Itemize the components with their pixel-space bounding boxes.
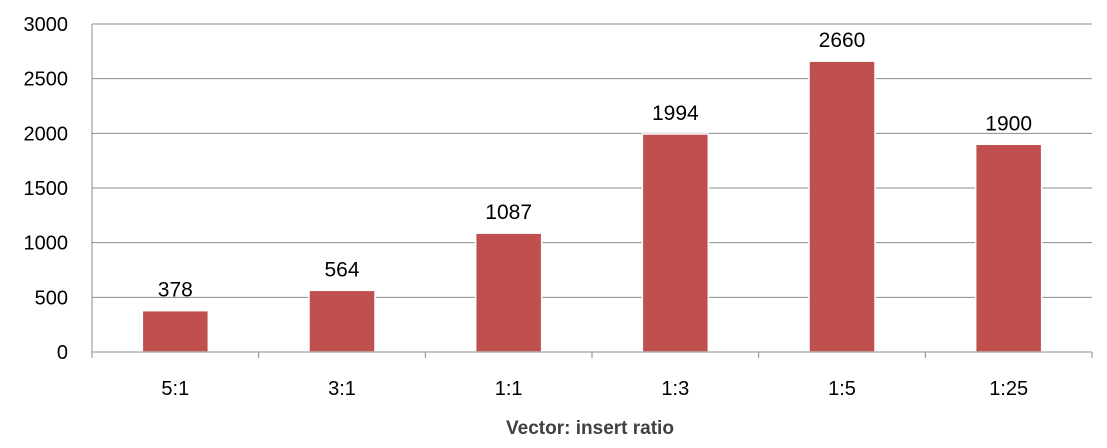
- y-tick-label: 2000: [24, 123, 69, 145]
- bar: [974, 143, 1043, 353]
- x-tick-label: 1:5: [828, 378, 856, 400]
- y-tick-label: 500: [35, 287, 68, 309]
- x-tick-label: 1:1: [495, 378, 523, 400]
- data-label: 1994: [652, 102, 699, 125]
- x-axis: 5:1 3:1 1:1 1:3 1:5 1:25: [91, 351, 1093, 400]
- y-tick-label: 1000: [24, 233, 69, 255]
- y-tick-label: 1500: [24, 178, 69, 200]
- gridlines: [92, 23, 1092, 298]
- bar: [808, 60, 876, 353]
- data-label: 1900: [985, 112, 1032, 135]
- bar: [141, 309, 210, 353]
- bar: [308, 289, 376, 353]
- data-label: 1087: [485, 201, 532, 224]
- data-label: 2660: [819, 29, 866, 52]
- data-label: 564: [324, 258, 359, 281]
- x-tick-label: 5:1: [161, 378, 189, 400]
- y-axis: 0 500 1000 1500 2000 2500 3000: [24, 14, 93, 364]
- x-axis-title: Vector: insert ratio: [506, 418, 674, 439]
- y-tick-label: 3000: [24, 14, 69, 36]
- x-tick-label: 3:1: [328, 378, 356, 400]
- y-tick-label: 0: [57, 342, 68, 364]
- bars: [141, 60, 1043, 353]
- data-labels: 378 564 1087 1994 2660 1900: [158, 29, 1032, 301]
- x-tick-label: 1:3: [661, 378, 689, 400]
- data-label: 378: [158, 279, 193, 302]
- bar: [474, 232, 543, 353]
- y-tick-label: 2500: [24, 69, 69, 91]
- bar: [641, 133, 710, 353]
- x-tick-label: 1:25: [989, 378, 1028, 400]
